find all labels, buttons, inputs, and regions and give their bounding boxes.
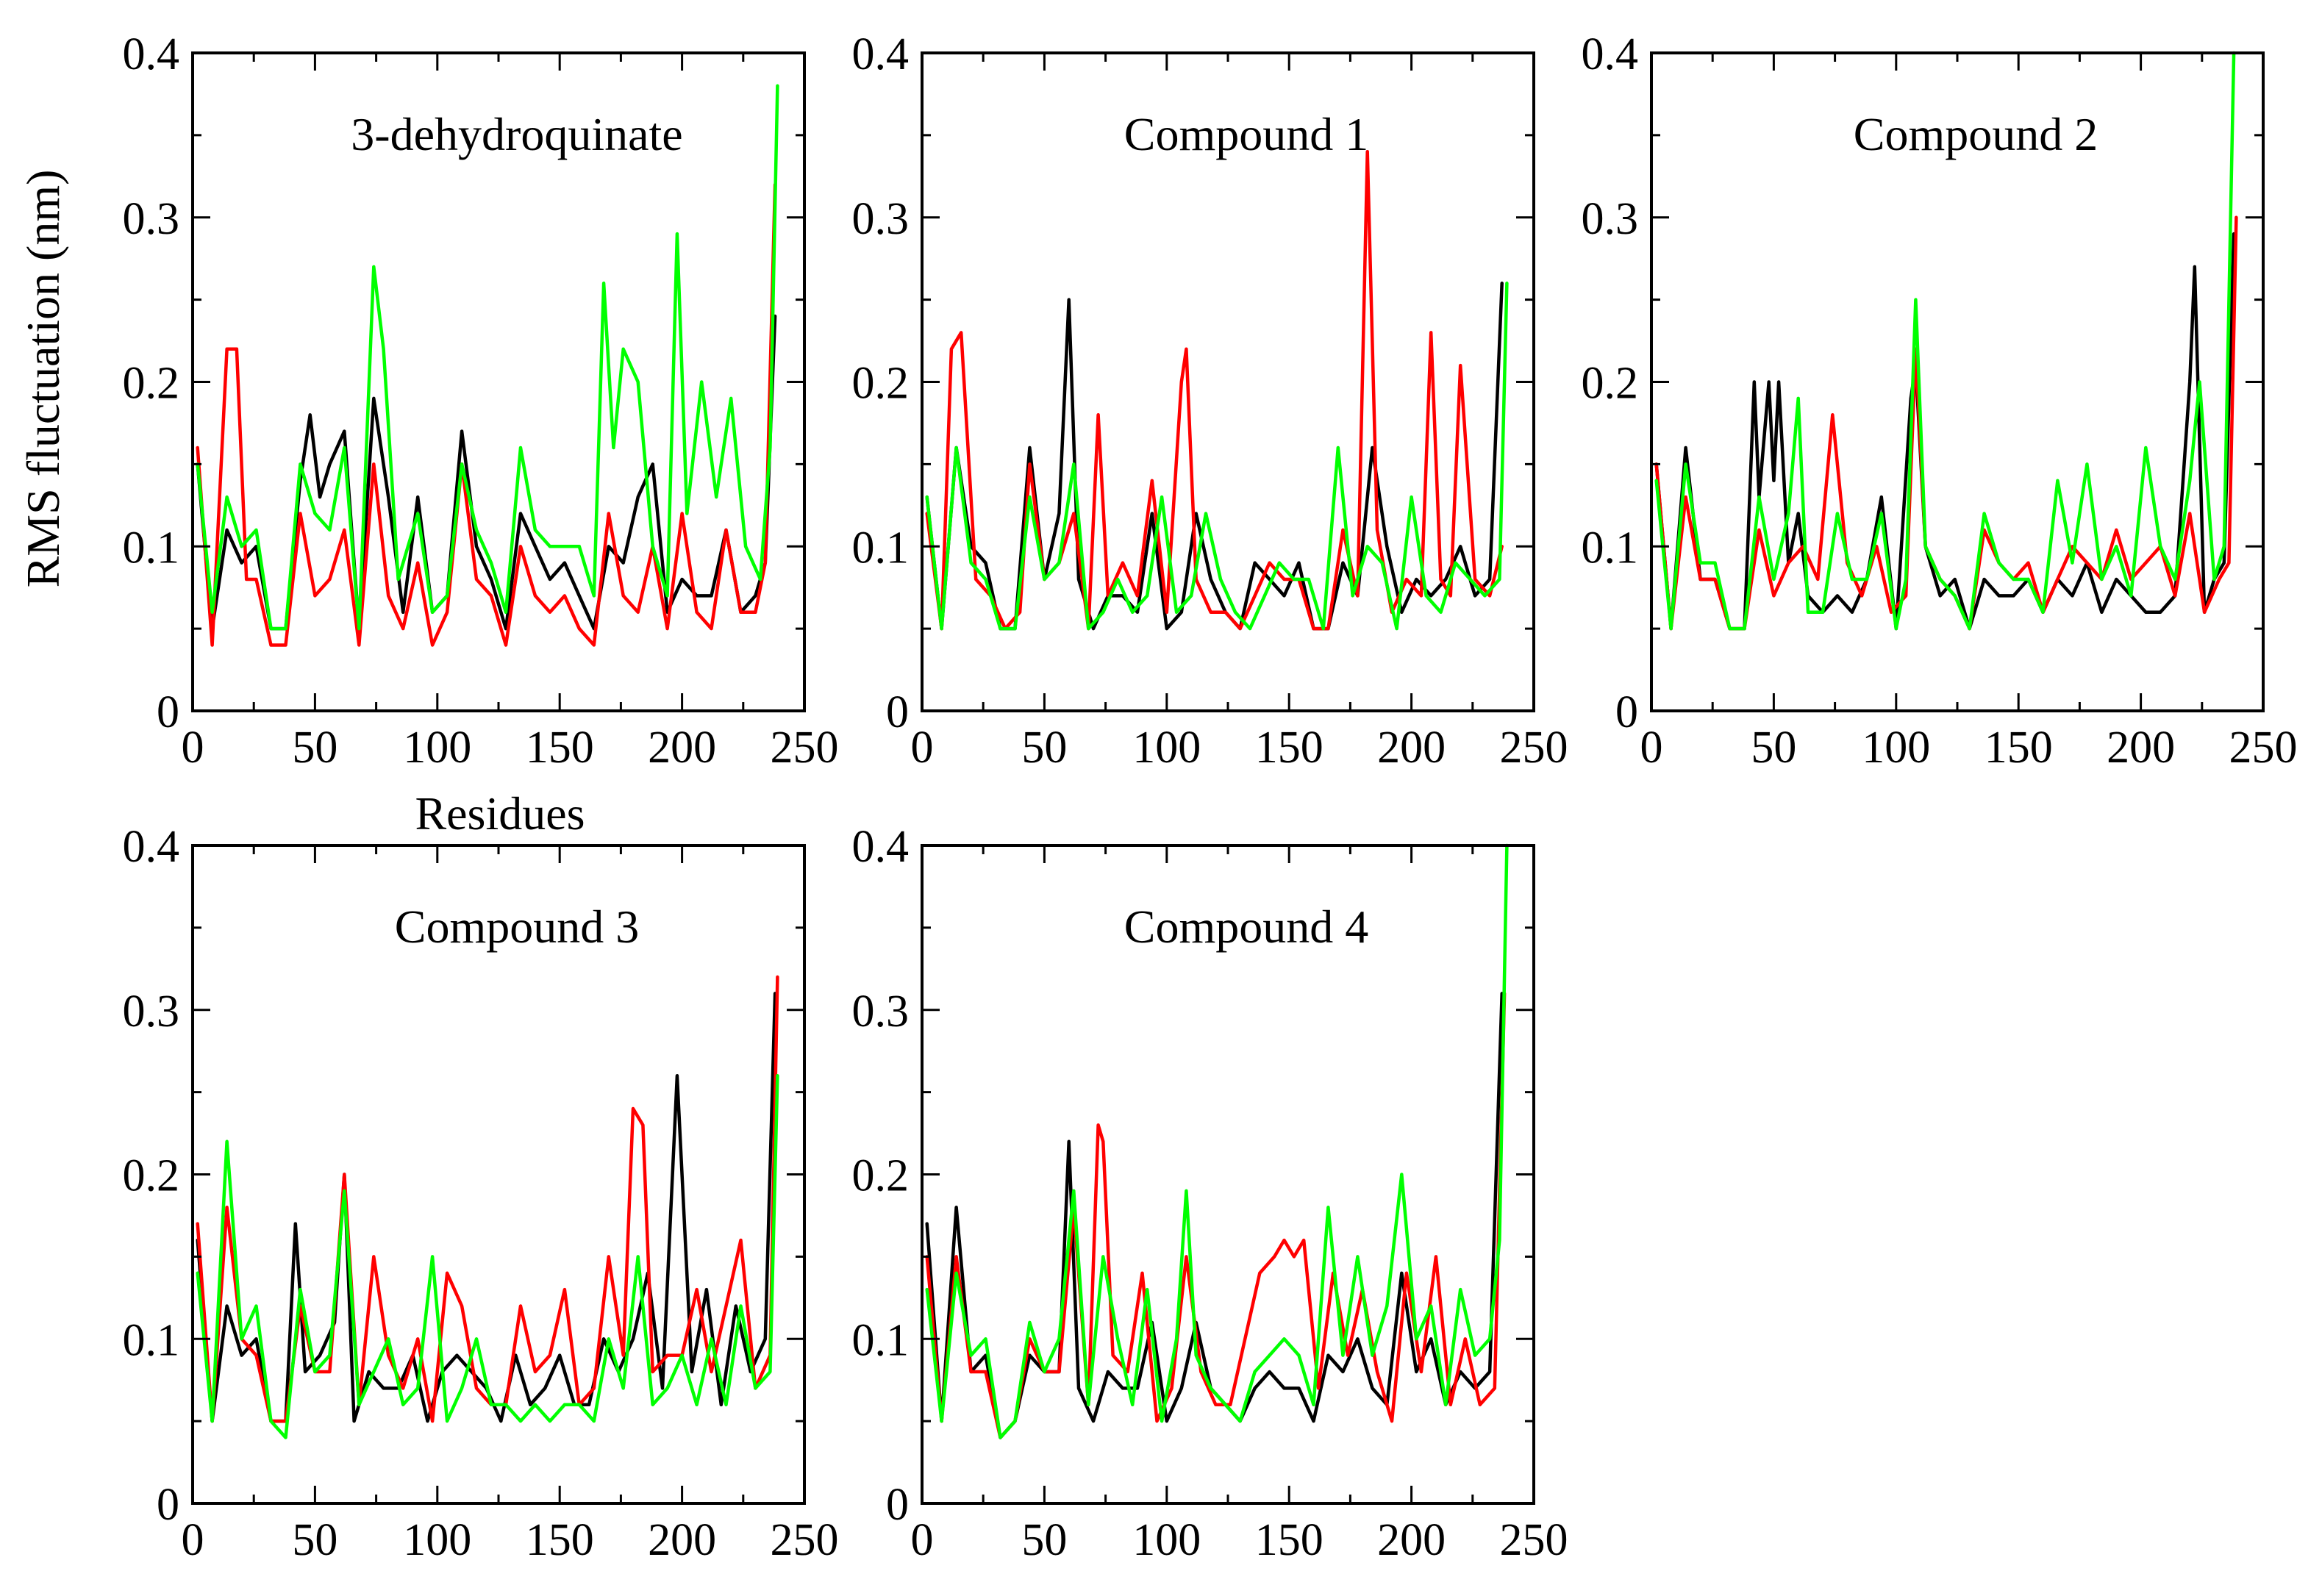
- series-line-red: [1654, 215, 2238, 631]
- x-tick-label: 200: [1377, 723, 1446, 773]
- x-tick-label: 50: [1021, 723, 1067, 773]
- series-line-black: [925, 992, 1504, 1439]
- y-tick-label: 0.3: [123, 194, 180, 244]
- y-tick-label: 0.4: [852, 29, 910, 79]
- x-tick-label: 250: [771, 723, 839, 773]
- panel-1: 0 50 100 150 200 250 0 0.1 0.2 0.3 0.4 3-dehydroqui…: [123, 29, 839, 773]
- x-tick-label: 0: [911, 723, 934, 773]
- x-tick-label: 250: [1500, 723, 1568, 773]
- x-tick-label: 100: [1862, 723, 1930, 773]
- x-tick-label: 150: [526, 723, 594, 773]
- series-line-red: [196, 182, 777, 647]
- panel-2: 0 50 100 150 200 250 0 0.1 0.2 0.3 0.4 Compound 1: [852, 29, 1568, 773]
- y-tick-label: 0: [157, 687, 179, 737]
- x-tick-label: 150: [1255, 1515, 1323, 1565]
- series-line-green: [1654, 51, 2236, 631]
- x-tick-label: 250: [771, 1515, 839, 1565]
- x-tick-label: 0: [182, 723, 204, 773]
- x-tick-label: 200: [648, 1515, 716, 1565]
- y-tick-label: 0.3: [123, 987, 180, 1037]
- x-tick-label: 50: [1021, 1515, 1067, 1565]
- y-tick-label: 0: [1615, 687, 1638, 737]
- series-line-red: [925, 992, 1507, 1439]
- panel-3: 0 50 100 150 200 250 0 0.1 0.2 0.3 0.4 Compound 2: [1582, 29, 2298, 773]
- x-tick-label: 150: [526, 1515, 594, 1565]
- y-tick-label: 0.4: [123, 29, 180, 79]
- y-tick-label: 0.1: [123, 1315, 180, 1365]
- y-tick-label: 0: [886, 1480, 909, 1530]
- panel-title: 3-dehydroquinate: [351, 108, 682, 160]
- panel-title: Compound 3: [395, 901, 639, 953]
- y-tick-label: 0.1: [852, 1315, 910, 1365]
- y-tick-label: 0.2: [123, 1151, 180, 1201]
- x-tick-label: 150: [1985, 723, 2053, 773]
- y-tick-label: 0.2: [1582, 359, 1639, 409]
- series-line-green: [196, 84, 779, 631]
- x-tick-label: 100: [403, 1515, 471, 1565]
- series-line-green: [925, 843, 1509, 1439]
- series-line-green: [925, 282, 1509, 631]
- series-line-black: [1654, 232, 2236, 631]
- x-tick-label: 50: [292, 723, 337, 773]
- x-tick-label: 250: [2229, 723, 2298, 773]
- x-tick-label: 100: [1132, 1515, 1201, 1565]
- x-tick-label: 0: [911, 1515, 934, 1565]
- series-line-black: [196, 992, 777, 1423]
- y-tick-label: 0.3: [852, 194, 910, 244]
- y-tick-label: 0.1: [1582, 523, 1639, 573]
- x-tick-label: 50: [1751, 723, 1796, 773]
- x-tick-label: 250: [1500, 1515, 1568, 1565]
- y-tick-label: 0.4: [852, 822, 910, 872]
- y-axis-label: RMS fluctuation (nm): [17, 170, 69, 588]
- x-tick-label: 50: [292, 1515, 337, 1565]
- panel-4: 0 50 100 150 200 250 0 0.1 0.2 0.3 0.4 Compound 3: [123, 822, 839, 1565]
- y-tick-label: 0.4: [1582, 29, 1639, 79]
- x-tick-label: 0: [1640, 723, 1663, 773]
- x-tick-label: 150: [1255, 723, 1323, 773]
- y-tick-label: 0: [886, 687, 909, 737]
- y-tick-label: 0.1: [852, 523, 910, 573]
- x-axis-label: Residues: [415, 787, 585, 840]
- y-tick-label: 0.3: [1582, 194, 1639, 244]
- x-tick-label: 100: [1132, 723, 1201, 773]
- y-tick-label: 0.2: [852, 359, 910, 409]
- chart-panels: 0 50 100 150 200 250 0 0.1 0.2 0.3 0.4 3-dehydroqui…: [123, 29, 2298, 1565]
- y-tick-label: 0.2: [123, 359, 180, 409]
- panel-title: Compound 4: [1124, 901, 1368, 953]
- y-tick-label: 0.3: [852, 987, 910, 1037]
- y-tick-label: 0.2: [852, 1151, 910, 1201]
- panel-title: Compound 2: [1854, 108, 2098, 160]
- y-tick-label: 0: [157, 1480, 179, 1530]
- panel-title: Compound 1: [1124, 108, 1368, 160]
- x-tick-label: 100: [403, 723, 471, 773]
- x-tick-label: 200: [2107, 723, 2175, 773]
- y-tick-label: 0.1: [123, 523, 180, 573]
- series-line-black: [925, 282, 1504, 631]
- x-tick-label: 200: [1377, 1515, 1446, 1565]
- panel-5: 0 50 100 150 200 250 0 0.1 0.2 0.3 0.4 Compound 4: [852, 822, 1568, 1565]
- x-tick-label: 0: [182, 1515, 204, 1565]
- series-line-black: [196, 314, 777, 631]
- x-tick-label: 200: [648, 723, 716, 773]
- y-tick-label: 0.4: [123, 822, 180, 872]
- series-line-green: [196, 1074, 779, 1439]
